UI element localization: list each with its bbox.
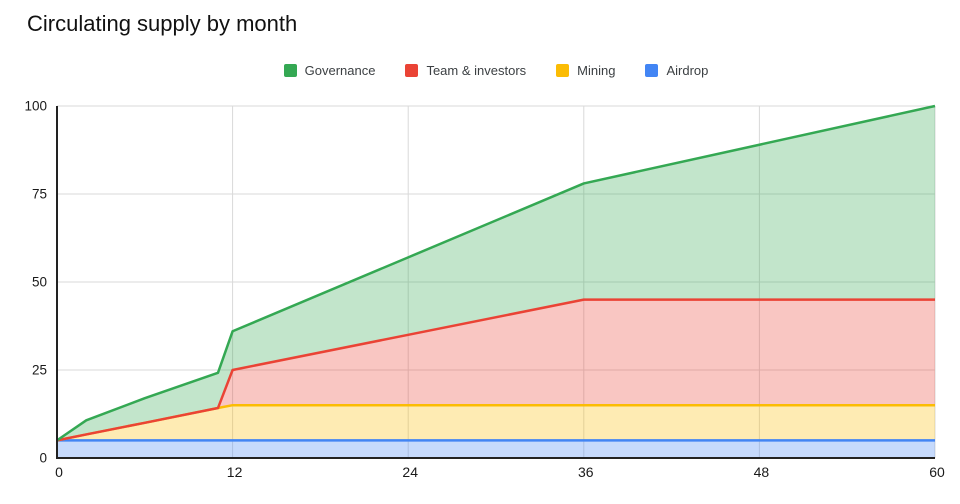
y-tick-label: 50 xyxy=(32,275,47,290)
series-line-team-investors xyxy=(56,298,935,442)
x-tick-label: 36 xyxy=(578,464,594,480)
chart-title: Circulating supply by month xyxy=(27,11,298,36)
area-band-governance xyxy=(57,106,935,441)
x-tick-label: 12 xyxy=(227,464,243,480)
y-tick-label: 25 xyxy=(32,363,47,378)
area-band-airdrop xyxy=(57,440,935,458)
x-tick-label: 60 xyxy=(929,464,945,480)
y-tick-label: 75 xyxy=(32,187,47,202)
legend-label: Team & investors xyxy=(426,62,527,78)
legend-swatch-icon xyxy=(645,63,659,77)
legend-label: Governance xyxy=(304,62,376,78)
legend-swatch-icon xyxy=(405,63,419,77)
x-tick-label: 48 xyxy=(754,464,770,480)
y-tick-label: 100 xyxy=(24,99,47,114)
legend-swatch-icon xyxy=(556,63,570,77)
series-line-governance xyxy=(56,104,936,442)
legend-swatch-icon xyxy=(283,63,297,77)
legend-item-governance: Governance xyxy=(283,62,376,78)
legend-label: Mining xyxy=(577,62,616,78)
area-band-mining xyxy=(57,405,935,441)
x-tick-label: 24 xyxy=(402,464,418,480)
chart-legend: Governance Team & investors Mining Airdrop xyxy=(57,61,935,79)
legend-item-team-investors: Team & investors xyxy=(405,63,526,78)
x-tick-label: 0 xyxy=(55,464,63,480)
y-tick-label: 0 xyxy=(39,451,47,466)
legend-item-airdrop: Airdrop xyxy=(645,63,708,78)
legend-label: Airdrop xyxy=(666,62,709,78)
legend-item-mining: Mining xyxy=(556,63,615,78)
